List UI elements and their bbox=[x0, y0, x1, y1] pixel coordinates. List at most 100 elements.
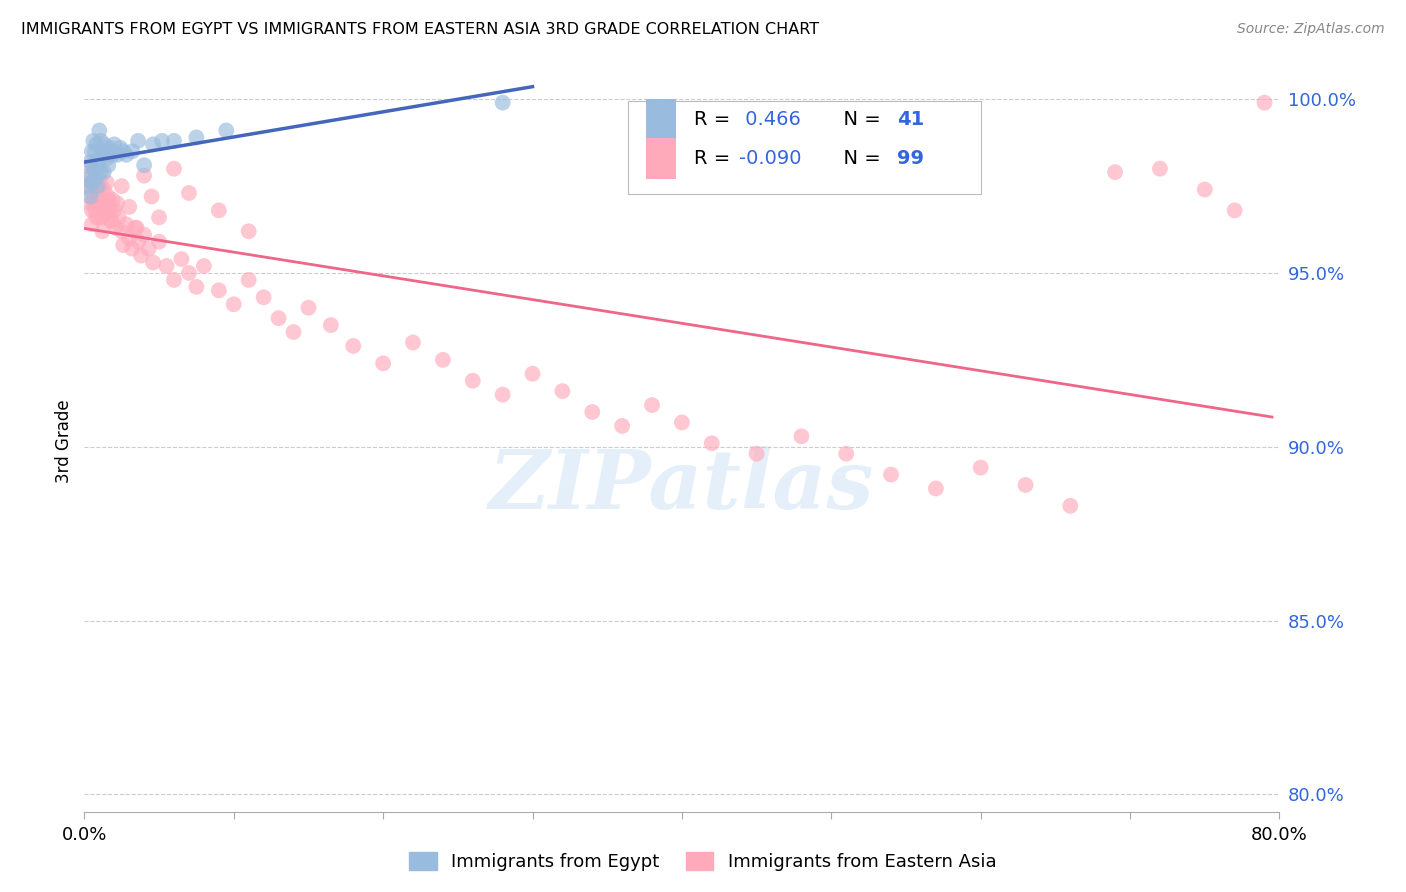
FancyBboxPatch shape bbox=[628, 101, 981, 194]
Text: R =: R = bbox=[695, 110, 737, 129]
Point bbox=[83, 203, 105, 218]
Point bbox=[100, 214, 122, 228]
Point bbox=[132, 227, 156, 242]
Point bbox=[97, 158, 120, 172]
Point bbox=[215, 123, 238, 137]
Point bbox=[101, 193, 124, 207]
Point bbox=[76, 179, 98, 194]
Point bbox=[163, 273, 186, 287]
Point bbox=[671, 416, 693, 430]
Point bbox=[1194, 182, 1216, 196]
Point bbox=[83, 172, 105, 186]
Point bbox=[208, 283, 231, 297]
Point bbox=[148, 211, 170, 225]
Point bbox=[91, 211, 114, 225]
Point bbox=[76, 172, 98, 186]
Point bbox=[492, 387, 515, 401]
Point bbox=[80, 145, 103, 159]
Point bbox=[103, 137, 125, 152]
Text: N =: N = bbox=[831, 110, 887, 129]
Point bbox=[1223, 203, 1246, 218]
Point bbox=[283, 325, 305, 339]
Text: R =: R = bbox=[695, 149, 737, 168]
Point bbox=[1059, 499, 1081, 513]
Point bbox=[91, 145, 114, 159]
Point bbox=[835, 447, 858, 461]
Point bbox=[101, 148, 124, 162]
Point bbox=[432, 352, 454, 367]
Point bbox=[80, 176, 103, 190]
Point bbox=[82, 134, 104, 148]
Point bbox=[745, 447, 768, 461]
Point bbox=[129, 249, 152, 263]
Point bbox=[89, 200, 111, 214]
Point bbox=[125, 220, 148, 235]
Point bbox=[115, 217, 138, 231]
Point bbox=[83, 145, 105, 159]
Point bbox=[93, 137, 115, 152]
Point bbox=[87, 179, 110, 194]
Point bbox=[238, 273, 260, 287]
Point bbox=[97, 193, 120, 207]
Point bbox=[925, 482, 948, 496]
Point bbox=[177, 186, 200, 200]
Point bbox=[105, 148, 128, 162]
Point bbox=[150, 134, 173, 148]
Point bbox=[86, 196, 108, 211]
Point bbox=[163, 161, 186, 176]
Point bbox=[82, 193, 104, 207]
Text: 0.466: 0.466 bbox=[740, 110, 801, 129]
Point bbox=[342, 339, 364, 353]
Point bbox=[208, 203, 231, 218]
Point bbox=[89, 151, 111, 165]
Text: -0.090: -0.090 bbox=[740, 149, 801, 168]
Point bbox=[94, 148, 117, 162]
Point bbox=[91, 193, 114, 207]
Point bbox=[522, 367, 544, 381]
Point bbox=[170, 252, 193, 266]
Point bbox=[880, 467, 903, 482]
Point bbox=[373, 356, 395, 370]
Point bbox=[97, 189, 120, 203]
Text: 41: 41 bbox=[897, 110, 924, 129]
Point bbox=[94, 203, 117, 218]
Point bbox=[86, 211, 108, 225]
Point bbox=[91, 224, 114, 238]
Text: 99: 99 bbox=[897, 149, 924, 168]
Text: Source: ZipAtlas.com: Source: ZipAtlas.com bbox=[1237, 22, 1385, 37]
Point bbox=[581, 405, 603, 419]
Point bbox=[80, 176, 103, 190]
Point bbox=[155, 259, 177, 273]
Point bbox=[98, 203, 121, 218]
Point bbox=[112, 238, 135, 252]
Point bbox=[121, 242, 143, 256]
Point bbox=[1104, 165, 1126, 179]
Point bbox=[77, 182, 100, 196]
Point bbox=[89, 211, 111, 225]
Text: N =: N = bbox=[831, 149, 887, 168]
Point bbox=[193, 259, 215, 273]
Point bbox=[87, 189, 110, 203]
Text: ZIPatlas: ZIPatlas bbox=[489, 446, 875, 526]
Point bbox=[80, 217, 103, 231]
Point bbox=[90, 134, 112, 148]
Point bbox=[402, 335, 425, 350]
Point bbox=[112, 145, 135, 159]
Point bbox=[612, 418, 634, 433]
Point bbox=[132, 158, 156, 172]
FancyBboxPatch shape bbox=[647, 99, 676, 140]
Point bbox=[110, 141, 132, 155]
Point bbox=[79, 189, 101, 203]
Point bbox=[94, 200, 117, 214]
Point bbox=[138, 242, 160, 256]
Point bbox=[790, 429, 813, 443]
Point bbox=[100, 145, 122, 159]
Point bbox=[267, 311, 290, 326]
Point bbox=[319, 318, 342, 332]
Point bbox=[96, 176, 118, 190]
Point bbox=[87, 158, 110, 172]
Point bbox=[86, 165, 108, 179]
Point bbox=[79, 196, 101, 211]
Point bbox=[111, 179, 134, 194]
Point bbox=[93, 182, 115, 196]
